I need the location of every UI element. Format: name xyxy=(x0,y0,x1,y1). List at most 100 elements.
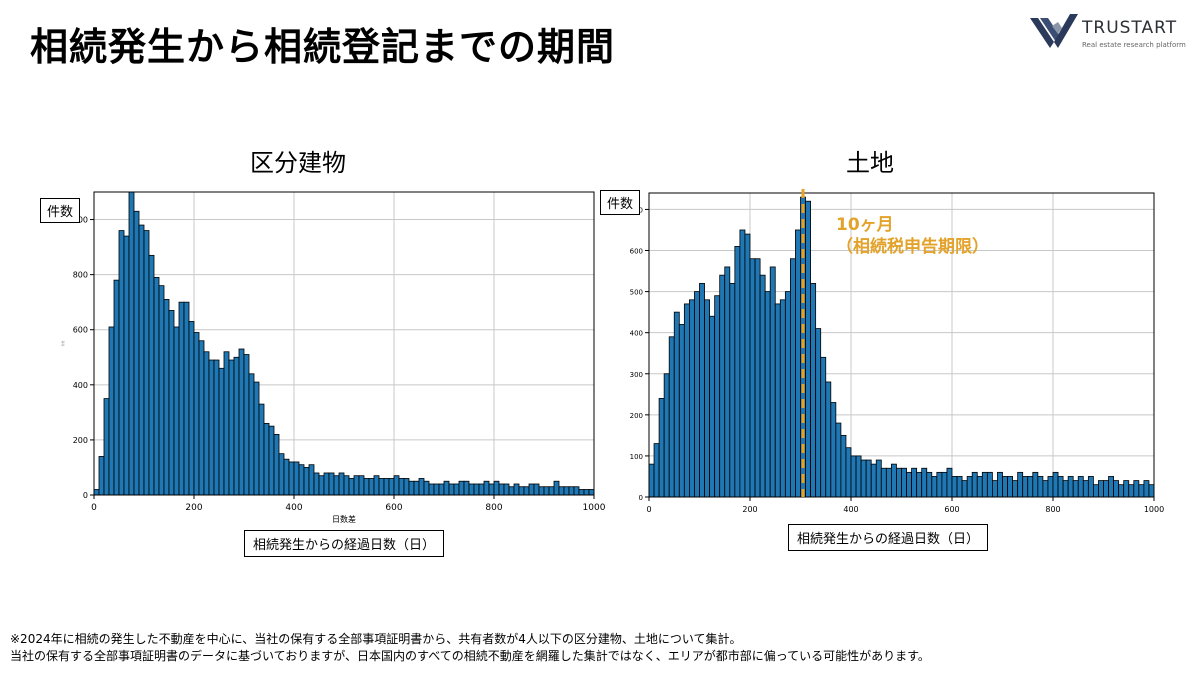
footnote-line-2: 当社の保有する全部事項証明書のデータに基づいておりますが、日本国内のすべての相続… xyxy=(10,649,930,663)
chart1-bar xyxy=(188,321,195,496)
chart1-x-tick-label: 0 xyxy=(91,503,97,513)
chart1-x-tick-label: 600 xyxy=(385,503,402,513)
chart2-bar xyxy=(1113,480,1120,498)
chart2-bar xyxy=(714,295,721,498)
chart1-bar xyxy=(448,483,455,496)
chart1-bar xyxy=(498,483,505,496)
chart1-bar xyxy=(403,478,410,496)
chart1-bar xyxy=(463,480,470,496)
chart1-bar xyxy=(333,475,340,496)
chart1-bar xyxy=(383,478,390,496)
chart2-x-tick-label: 200 xyxy=(742,505,757,514)
chart1-bar xyxy=(158,285,165,496)
deadline-annotation: 10ヶ月 （相続税申告期限） xyxy=(836,214,989,258)
chart1-bar xyxy=(123,235,130,496)
chart2-bar xyxy=(784,291,791,498)
chart1-bar xyxy=(93,489,100,496)
chart1-bar xyxy=(148,254,155,496)
trustart-logo-icon xyxy=(1030,14,1078,48)
chart2-bar xyxy=(976,476,983,498)
chart1-bar xyxy=(353,475,360,496)
chart1-bar xyxy=(303,467,310,496)
chart1-bar xyxy=(143,230,150,496)
chart2-bar xyxy=(835,422,842,498)
chart1-bar xyxy=(108,326,115,496)
chart1-bar xyxy=(208,359,215,496)
chart1-bar xyxy=(243,354,250,496)
chart1-bar xyxy=(483,480,490,496)
chart1-bar xyxy=(473,483,480,496)
chart1-bar xyxy=(223,351,230,496)
chart2-bar xyxy=(1128,484,1135,498)
chart2-bar xyxy=(891,463,897,498)
chart1-bar xyxy=(313,472,320,496)
chart1-bar xyxy=(428,483,435,496)
chart2-bar xyxy=(1077,476,1084,498)
chart2-bar xyxy=(931,476,938,498)
chart1-bar xyxy=(133,210,140,496)
chart1-bar xyxy=(358,475,365,496)
chart2-bar xyxy=(648,463,655,498)
chart2-bar xyxy=(956,476,963,498)
chart1-bar xyxy=(363,478,370,496)
chart1-bar xyxy=(413,480,420,496)
chart1-bar xyxy=(373,475,380,496)
chart1-bar xyxy=(118,230,125,496)
chart2-x-tick-label: 800 xyxy=(1045,505,1060,514)
chart2-bar xyxy=(709,315,716,498)
chart2-bar xyxy=(739,229,746,498)
chart1-bar xyxy=(513,483,520,496)
chart1-bar xyxy=(438,483,445,496)
chart2-bar xyxy=(830,402,837,498)
chart2-bar xyxy=(906,471,912,498)
chart1-bar xyxy=(163,299,170,496)
chart1-bar xyxy=(478,483,485,496)
chart2-bar xyxy=(981,471,988,498)
chart2-bar xyxy=(855,455,862,498)
chart2-bar xyxy=(1138,484,1145,498)
chart2-x-tick-label: 1000 xyxy=(1144,505,1164,514)
chart2-bar xyxy=(1007,476,1013,498)
chart2-bar xyxy=(865,459,872,498)
chart1-bar xyxy=(293,461,300,496)
chart2-bar xyxy=(724,266,731,498)
chart2-bar xyxy=(699,282,705,498)
chart2-y-tick-label: 300 xyxy=(630,371,643,379)
chart2-bar xyxy=(1148,484,1155,498)
chart2-bar xyxy=(673,311,680,498)
chart1-bar xyxy=(558,486,565,496)
chart2-bar xyxy=(764,291,771,498)
chart1-bar xyxy=(203,351,210,496)
chart2-bar xyxy=(779,299,786,498)
chart1-bar xyxy=(213,359,220,496)
chart2-bar xyxy=(704,299,710,498)
chart1-xlabel-box: 相続発生からの経過日数（日） xyxy=(244,530,445,557)
chart2-y-tick-label: 100 xyxy=(630,453,643,461)
chart2-frame xyxy=(648,192,1155,498)
chart1-bar xyxy=(218,367,225,496)
chart1-bar xyxy=(298,464,305,496)
chart2-bar xyxy=(1012,480,1019,498)
chart1-bar xyxy=(488,483,495,496)
chart2-bar xyxy=(1022,476,1029,498)
chart1-bar xyxy=(273,433,280,496)
chart1-y-tick-label: 800 xyxy=(73,271,88,280)
chart2-bar xyxy=(1118,484,1125,498)
chart1-y-tick-label: 0 xyxy=(83,491,88,500)
chart2-bar xyxy=(1072,480,1079,498)
chart2-bar xyxy=(921,467,928,498)
chart2-bar xyxy=(734,246,741,498)
chart1-bar xyxy=(423,480,430,496)
page-title: 相続発生から相続登記までの期間 xyxy=(30,25,616,69)
chart2-bar xyxy=(845,447,852,498)
chart1-bar xyxy=(548,486,555,496)
chart2-xlabel-box: 相続発生からの経過日数（日） xyxy=(788,524,989,551)
brand-name: TRUSTART xyxy=(1082,18,1178,38)
chart2-bar xyxy=(1103,480,1109,498)
chart1-bar xyxy=(278,453,285,496)
chart1-y-tick-label: 400 xyxy=(73,381,88,390)
chart1-bar xyxy=(193,332,200,496)
chart1-bar xyxy=(523,486,530,496)
chart2-bar xyxy=(870,463,877,498)
chart2-bar xyxy=(759,274,766,498)
